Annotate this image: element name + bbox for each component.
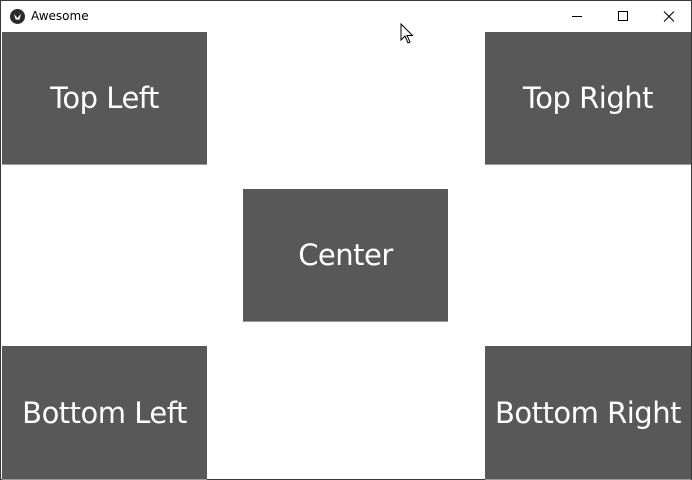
top-right-label: Top Right <box>522 81 654 115</box>
bottom-left-button[interactable]: Bottom Left <box>2 346 207 479</box>
center-label: Center <box>298 238 393 272</box>
bottom-left-label: Bottom Left <box>22 395 187 430</box>
top-right-button[interactable]: Top Right <box>485 32 691 164</box>
kivy-logo-icon <box>10 9 25 24</box>
maximize-icon <box>618 11 628 21</box>
close-icon <box>663 11 675 22</box>
close-button[interactable] <box>646 1 692 32</box>
maximize-button[interactable] <box>600 1 646 32</box>
top-left-button[interactable]: Top Left <box>2 32 207 164</box>
top-left-label: Top Left <box>50 81 159 115</box>
center-button[interactable]: Center <box>243 189 448 321</box>
mouse-cursor-icon <box>400 23 414 44</box>
window-title: Awesome <box>31 9 89 23</box>
title-bar[interactable]: Awesome <box>1 1 691 32</box>
bottom-right-label: Bottom Right <box>495 395 681 430</box>
minimize-icon <box>572 16 582 17</box>
minimize-button[interactable] <box>554 1 600 32</box>
bottom-right-button[interactable]: Bottom Right <box>485 346 691 479</box>
